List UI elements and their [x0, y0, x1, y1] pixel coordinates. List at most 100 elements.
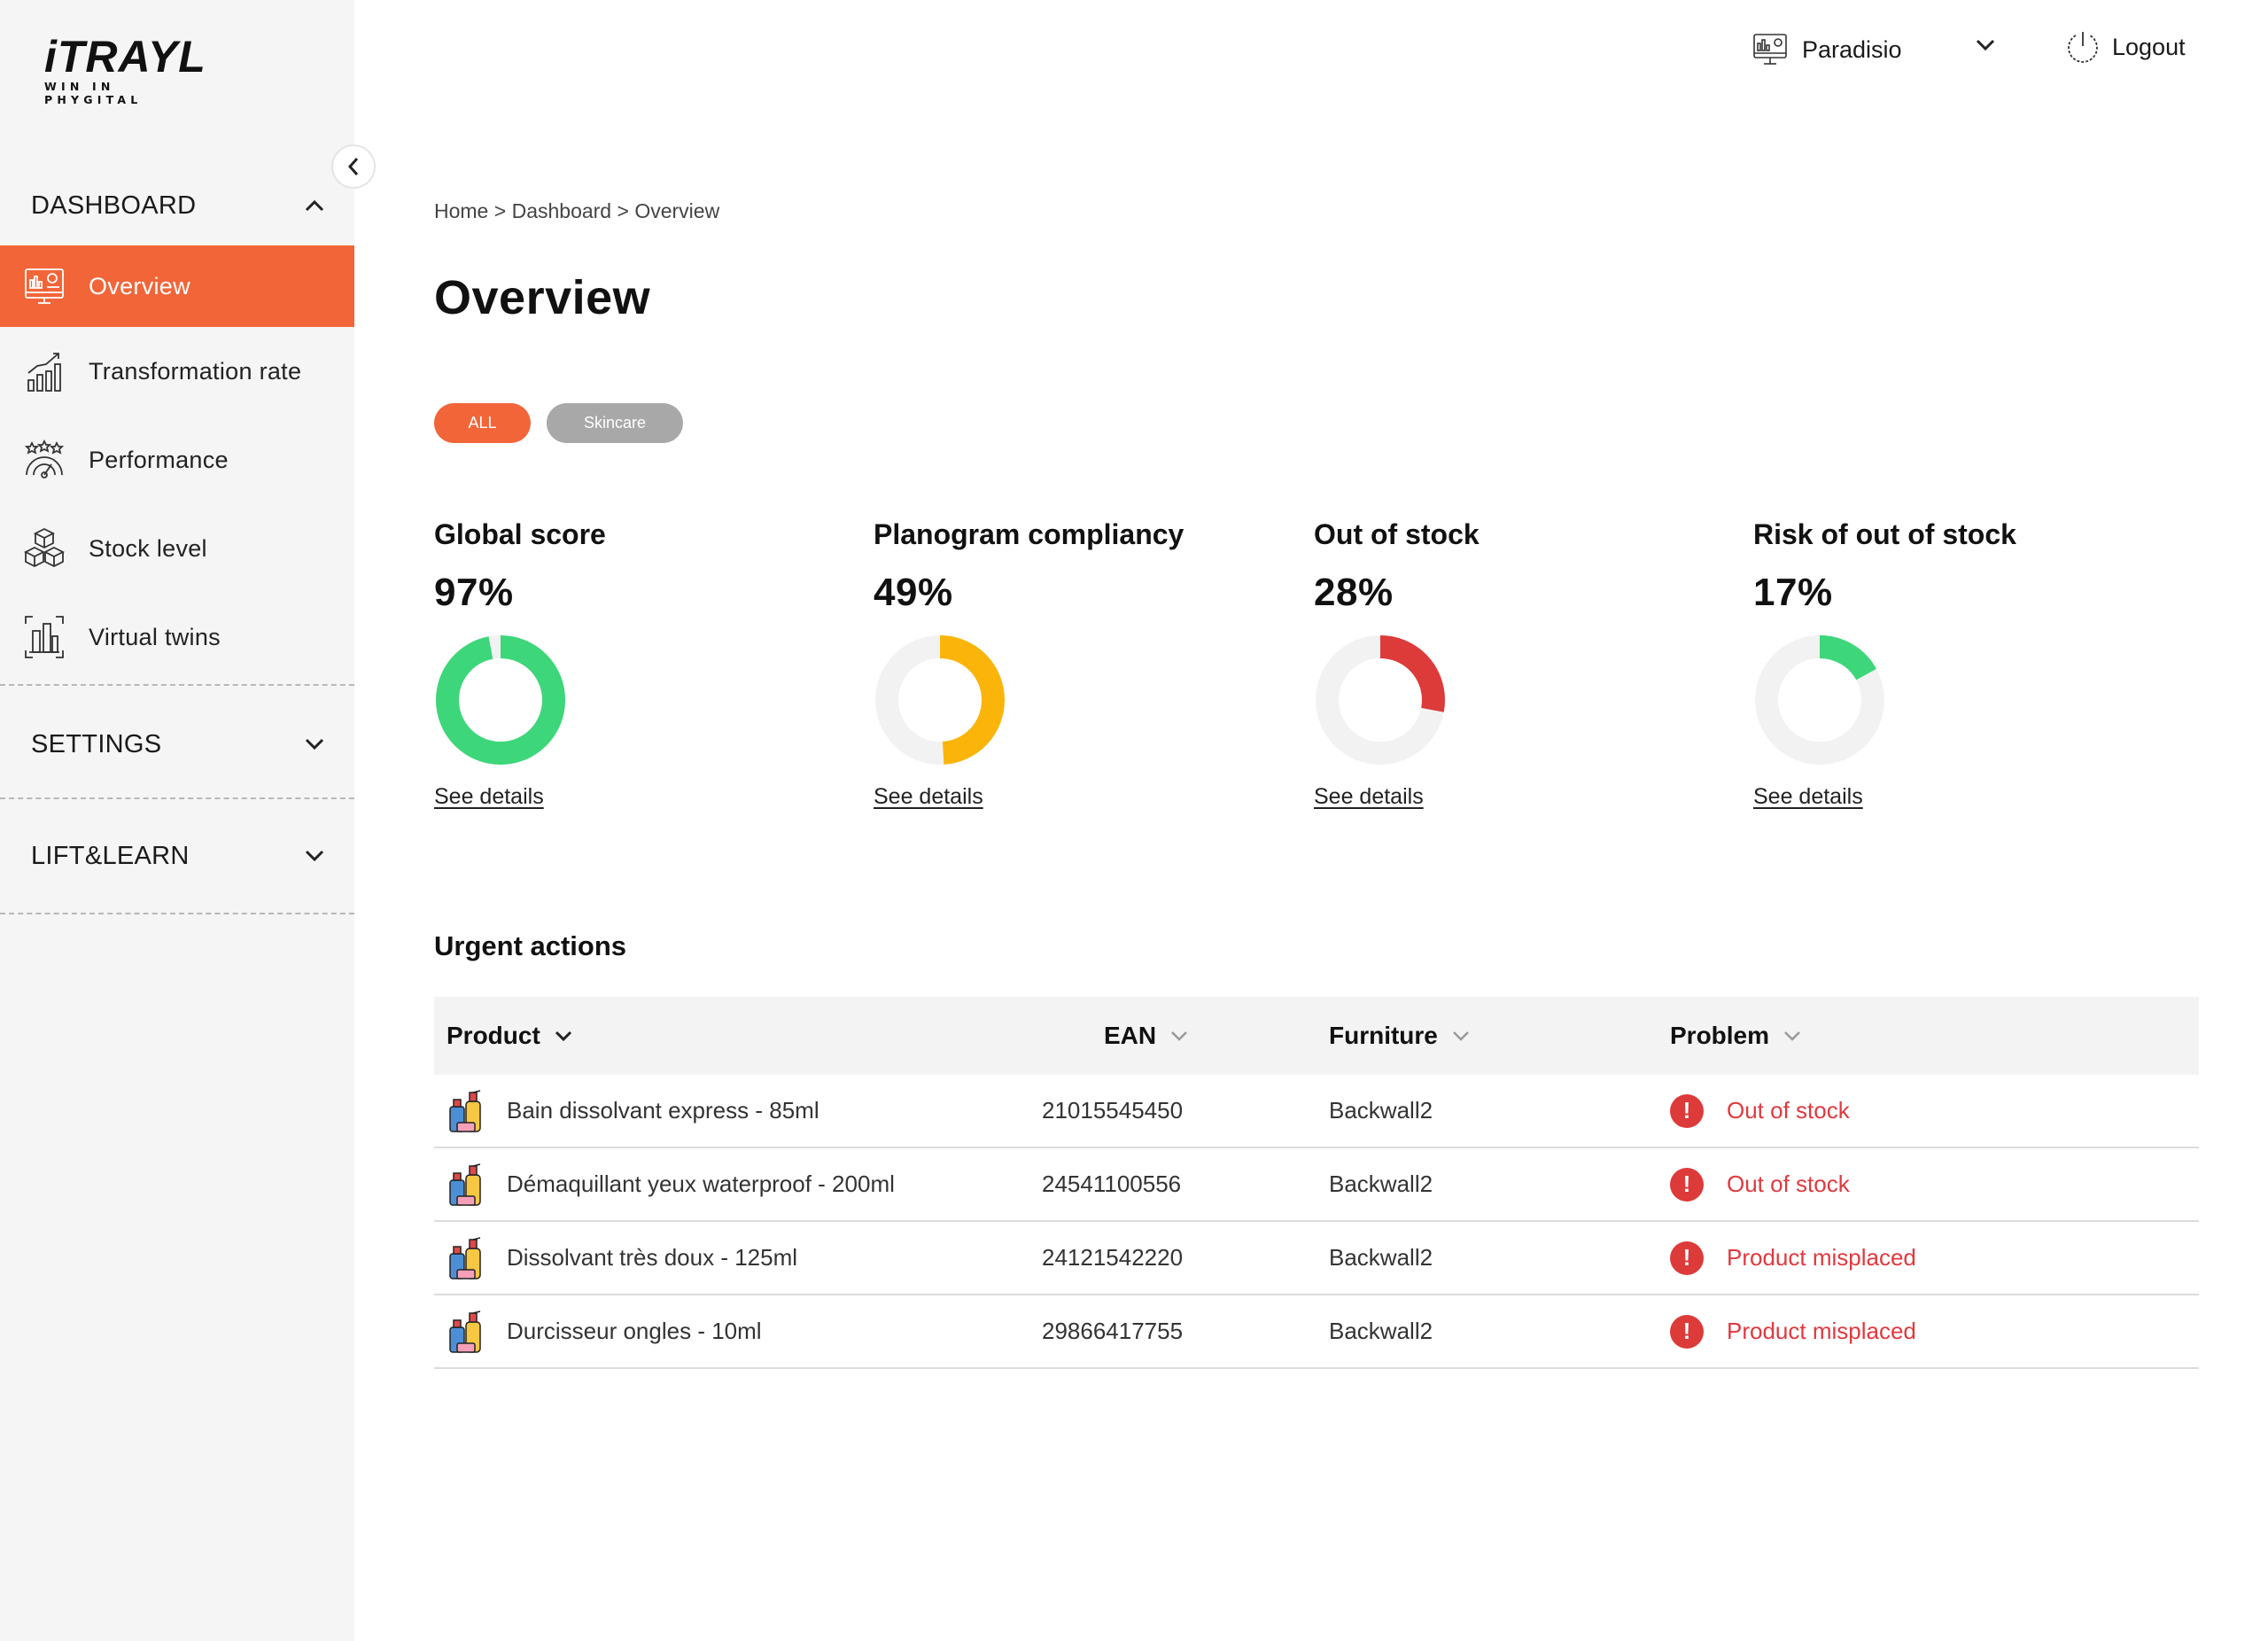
sidebar-item-overview[interactable]: Overview — [0, 245, 354, 327]
see-details-link[interactable]: See details — [1753, 784, 1863, 809]
breadcrumb-dashboard[interactable]: Dashboard — [511, 199, 612, 222]
filter-chip-all[interactable]: ALL — [434, 403, 531, 443]
alert-icon: ! — [1670, 1093, 1704, 1128]
furniture-value: Backwall2 — [1329, 1244, 1433, 1271]
table-row[interactable]: Dissolvant très doux - 125ml 24121542220… — [434, 1222, 2199, 1295]
column-header-ean[interactable]: EAN — [1104, 997, 1188, 1075]
kpi-donut — [1755, 635, 1884, 765]
urgent-actions-table: Product EAN Furniture Problem Bain disso… — [434, 997, 2199, 1369]
sidebar-item-transformation-rate[interactable]: Transformation rate — [0, 331, 354, 412]
column-header-furniture[interactable]: Furniture — [1329, 997, 1470, 1075]
ean-value: 29866417755 — [1042, 1318, 1184, 1344]
kpi-donut — [1316, 635, 1445, 765]
sidebar: iTRAYL WIN IN PHYGITAL DASHBOARD Overvie… — [0, 0, 354, 1641]
kpi-donut — [875, 635, 1005, 765]
breadcrumb-home[interactable]: Home — [434, 199, 489, 222]
logo-wordmark: iTRAYL — [44, 32, 206, 82]
dashboard-screen-icon — [23, 263, 66, 309]
chevron-down-icon — [555, 1030, 571, 1041]
kpi-value: 97% — [434, 571, 514, 614]
chevron-up-icon — [305, 199, 324, 212]
store-name: Paradisio — [1802, 35, 1902, 63]
growth-chart-icon — [23, 348, 66, 394]
kpi-card-planogram-compliancy: Planogram compliancy 49% See details — [874, 518, 1272, 809]
sidebar-section-dashboard[interactable]: DASHBOARD — [0, 179, 354, 232]
see-details-link[interactable]: See details — [874, 784, 983, 809]
chevron-down-icon — [1453, 1030, 1469, 1041]
column-header-problem[interactable]: Problem — [1670, 997, 1801, 1075]
furniture-value: Backwall2 — [1329, 1097, 1433, 1124]
column-header-label: Furniture — [1329, 1022, 1438, 1049]
product-name: Dissolvant très doux - 125ml — [507, 1244, 798, 1271]
sidebar-item-label: Stock level — [89, 534, 207, 562]
kpi-donut — [436, 635, 565, 765]
store-selector[interactable]: Paradisio — [1752, 27, 2000, 73]
kpi-card-risk-of-out-of-stock: Risk of out of stock 17% See details — [1753, 518, 2152, 809]
alert-icon: ! — [1670, 1314, 1704, 1349]
table-row[interactable]: Bain dissolvant express - 85ml 210155454… — [434, 1075, 2199, 1148]
breadcrumb-current: Overview — [634, 199, 720, 222]
sidebar-item-label: Overview — [89, 272, 190, 299]
breadcrumb-separator: > — [493, 199, 507, 222]
chevron-down-icon — [1976, 39, 1995, 51]
logout-label: Logout — [2112, 33, 2186, 60]
sidebar-section-lift-learn[interactable]: LIFT&LEARN — [0, 829, 354, 883]
cosmetic-bottles-icon — [449, 1090, 481, 1132]
sidebar-section-label: SETTINGS — [31, 729, 162, 758]
chevron-left-icon — [347, 158, 359, 175]
urgent-actions-title: Urgent actions — [434, 930, 627, 961]
column-header-label: Product — [447, 1022, 540, 1049]
alert-icon: ! — [1670, 1167, 1704, 1202]
logout-button[interactable]: Logout — [2064, 25, 2186, 69]
column-header-label: EAN — [1104, 1022, 1157, 1049]
kpi-title: Risk of out of stock — [1753, 518, 2016, 550]
donut-value-arc — [1316, 635, 1445, 765]
sidebar-item-label: Virtual twins — [89, 623, 221, 650]
see-details-link[interactable]: See details — [1314, 784, 1424, 809]
see-details-link[interactable]: See details — [434, 784, 544, 809]
furniture-value: Backwall2 — [1329, 1170, 1433, 1197]
chevron-down-icon — [1784, 1030, 1800, 1041]
problem-label: Out of stock — [1727, 1170, 1850, 1197]
logo[interactable]: iTRAYL WIN IN PHYGITAL — [44, 32, 213, 106]
cosmetic-bottles-icon — [449, 1163, 481, 1206]
chevron-down-icon — [1171, 1030, 1188, 1041]
column-header-product[interactable]: Product — [447, 997, 572, 1075]
breadcrumb: Home > Dashboard > Overview — [434, 199, 719, 223]
power-icon — [2068, 32, 2098, 63]
virtual-twin-shelf-icon — [23, 614, 66, 660]
table-header: Product EAN Furniture Problem — [434, 997, 2199, 1075]
stock-boxes-icon — [23, 525, 66, 572]
donut-value-arc — [436, 635, 565, 765]
problem-cell: ! Out of stock — [1670, 1148, 1850, 1220]
sidebar-section-settings[interactable]: SETTINGS — [0, 718, 354, 771]
kpi-title: Out of stock — [1314, 518, 1480, 550]
ean-value: 21015545450 — [1042, 1097, 1184, 1124]
chevron-down-icon — [305, 850, 324, 862]
ean-value: 24121542220 — [1042, 1244, 1184, 1271]
kpi-card-out-of-stock: Out of stock 28% See details — [1314, 518, 1713, 809]
store-icon — [1753, 34, 1787, 65]
column-header-label: Problem — [1670, 1022, 1770, 1049]
product-name: Durcisseur ongles - 10ml — [507, 1318, 762, 1344]
page-title: Overview — [434, 271, 651, 324]
donut-value-arc — [1755, 635, 1884, 765]
problem-label: Product misplaced — [1727, 1244, 1916, 1271]
sidebar-section-label: LIFT&LEARN — [31, 841, 190, 870]
kpi-title: Planogram compliancy — [874, 518, 1184, 550]
sidebar-item-virtual-twins[interactable]: Virtual twins — [0, 596, 354, 678]
sidebar-item-label: Transformation rate — [89, 357, 302, 385]
furniture-value: Backwall2 — [1329, 1318, 1433, 1344]
kpi-value: 17% — [1753, 571, 1833, 614]
sidebar-collapse-button[interactable] — [331, 144, 376, 189]
sidebar-item-performance[interactable]: Performance — [0, 419, 354, 501]
table-row[interactable]: Durcisseur ongles - 10ml 29866417755 Bac… — [434, 1295, 2199, 1369]
sidebar-item-stock-level[interactable]: Stock level — [0, 508, 354, 589]
cosmetic-bottles-icon — [449, 1237, 481, 1279]
problem-label: Out of stock — [1727, 1097, 1850, 1124]
table-row[interactable]: Démaquillant yeux waterproof - 200ml 245… — [434, 1148, 2199, 1222]
filter-chip-skincare[interactable]: Skincare — [547, 403, 683, 443]
kpi-value: 49% — [874, 571, 953, 614]
sidebar-divider — [0, 797, 354, 799]
sidebar-item-label: Performance — [89, 446, 229, 473]
